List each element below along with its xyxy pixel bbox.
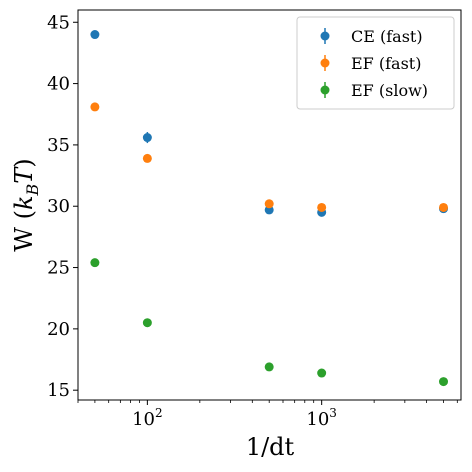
legend-label: EF (slow) <box>351 81 428 100</box>
data-point <box>90 258 100 268</box>
data-point <box>264 362 274 372</box>
x-tick-label: 102 <box>132 406 163 430</box>
x-tick-label: 103 <box>306 406 337 430</box>
y-axis-label: W (kBT) <box>10 158 42 251</box>
legend: CE (fast) EF (fast) EF (slow) <box>296 16 455 110</box>
data-point <box>142 133 152 143</box>
data-point <box>90 102 100 112</box>
series-group <box>90 102 449 212</box>
legend-marker <box>320 85 330 95</box>
series-group <box>90 258 449 387</box>
y-tick-label: 30 <box>47 196 70 217</box>
legend-marker <box>320 31 330 41</box>
y-tick-label: 40 <box>47 74 70 95</box>
y-axis-label-prefix: W ( <box>10 210 38 252</box>
y-tick-label: 45 <box>47 12 70 33</box>
y-tick-label: 35 <box>47 135 70 156</box>
y-tick-label: 15 <box>47 380 70 401</box>
data-point <box>439 377 449 387</box>
y-axis-label-k: k <box>10 195 38 210</box>
x-axis-label: 1/dt <box>246 433 295 461</box>
legend-label: EF (fast) <box>351 54 421 73</box>
legend-marker <box>320 58 330 68</box>
data-point <box>264 199 274 209</box>
y-axis-label-T: T <box>10 166 38 184</box>
y-tick-label: 25 <box>47 258 70 279</box>
y-axis-label-suffix: ) <box>10 158 38 167</box>
data-point <box>142 318 152 328</box>
y-axis-label-sub: B <box>23 183 42 196</box>
points-layer <box>90 30 449 387</box>
data-point <box>317 368 327 378</box>
data-point <box>90 30 100 40</box>
legend-label: CE (fast) <box>351 27 423 46</box>
y-tick-label: 20 <box>47 319 70 340</box>
data-point <box>439 202 449 212</box>
data-point <box>142 153 152 163</box>
legend-box <box>296 16 455 110</box>
data-point <box>317 202 327 212</box>
plot-frame <box>77 9 462 401</box>
